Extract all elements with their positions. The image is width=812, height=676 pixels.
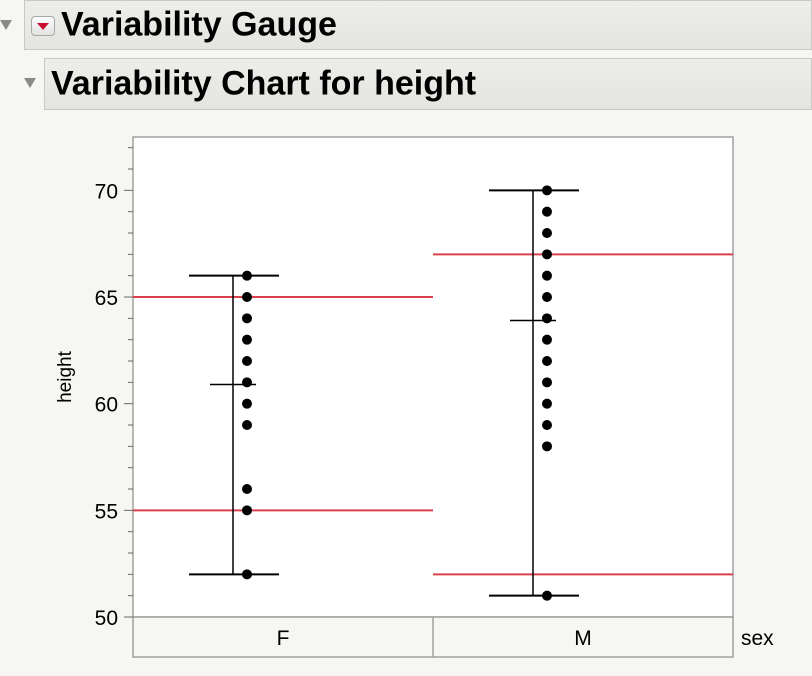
- data-point: [242, 356, 252, 366]
- data-point: [242, 377, 252, 388]
- gauge-title: Variability Gauge: [61, 5, 337, 44]
- x-axis-label: sex: [741, 627, 774, 650]
- data-point: [242, 505, 252, 516]
- variability-chart-header[interactable]: Variability Chart for height: [44, 58, 812, 110]
- plot-area: [132, 136, 734, 618]
- x-category-label: M: [574, 627, 592, 650]
- y-tick-label: 60: [95, 394, 118, 417]
- data-point: [242, 313, 252, 324]
- chart-title: Variability Chart for height: [51, 64, 477, 103]
- y-tick-label: 50: [95, 607, 118, 630]
- data-point: [542, 590, 552, 601]
- x-category-label: F: [277, 627, 290, 650]
- data-point: [242, 292, 252, 302]
- outline-toggle-chart[interactable]: [24, 78, 36, 88]
- data-point: [542, 249, 552, 260]
- y-tick-label: 55: [95, 500, 118, 523]
- y-tick-label: 65: [95, 287, 118, 310]
- data-point: [542, 228, 552, 238]
- data-point: [242, 334, 252, 345]
- data-point: [542, 185, 552, 196]
- data-point: [242, 420, 252, 430]
- data-point: [542, 313, 552, 324]
- data-point: [242, 398, 252, 409]
- data-point: [542, 356, 552, 366]
- data-point: [542, 420, 552, 430]
- data-point: [542, 206, 552, 217]
- data-point: [242, 484, 252, 494]
- y-tick-label: 70: [95, 180, 118, 203]
- data-point: [542, 377, 552, 388]
- data-point: [542, 292, 552, 302]
- variability-gauge-header[interactable]: Variability Gauge: [24, 0, 812, 50]
- data-point: [542, 270, 552, 281]
- data-point: [542, 441, 552, 452]
- y-axis-label: height: [55, 350, 76, 402]
- data-point: [242, 270, 252, 281]
- data-point: [542, 398, 552, 409]
- data-point: [542, 334, 552, 345]
- red-triangle-menu-icon[interactable]: [31, 16, 55, 36]
- outline-toggle-gauge[interactable]: [0, 20, 12, 30]
- data-point: [242, 569, 252, 580]
